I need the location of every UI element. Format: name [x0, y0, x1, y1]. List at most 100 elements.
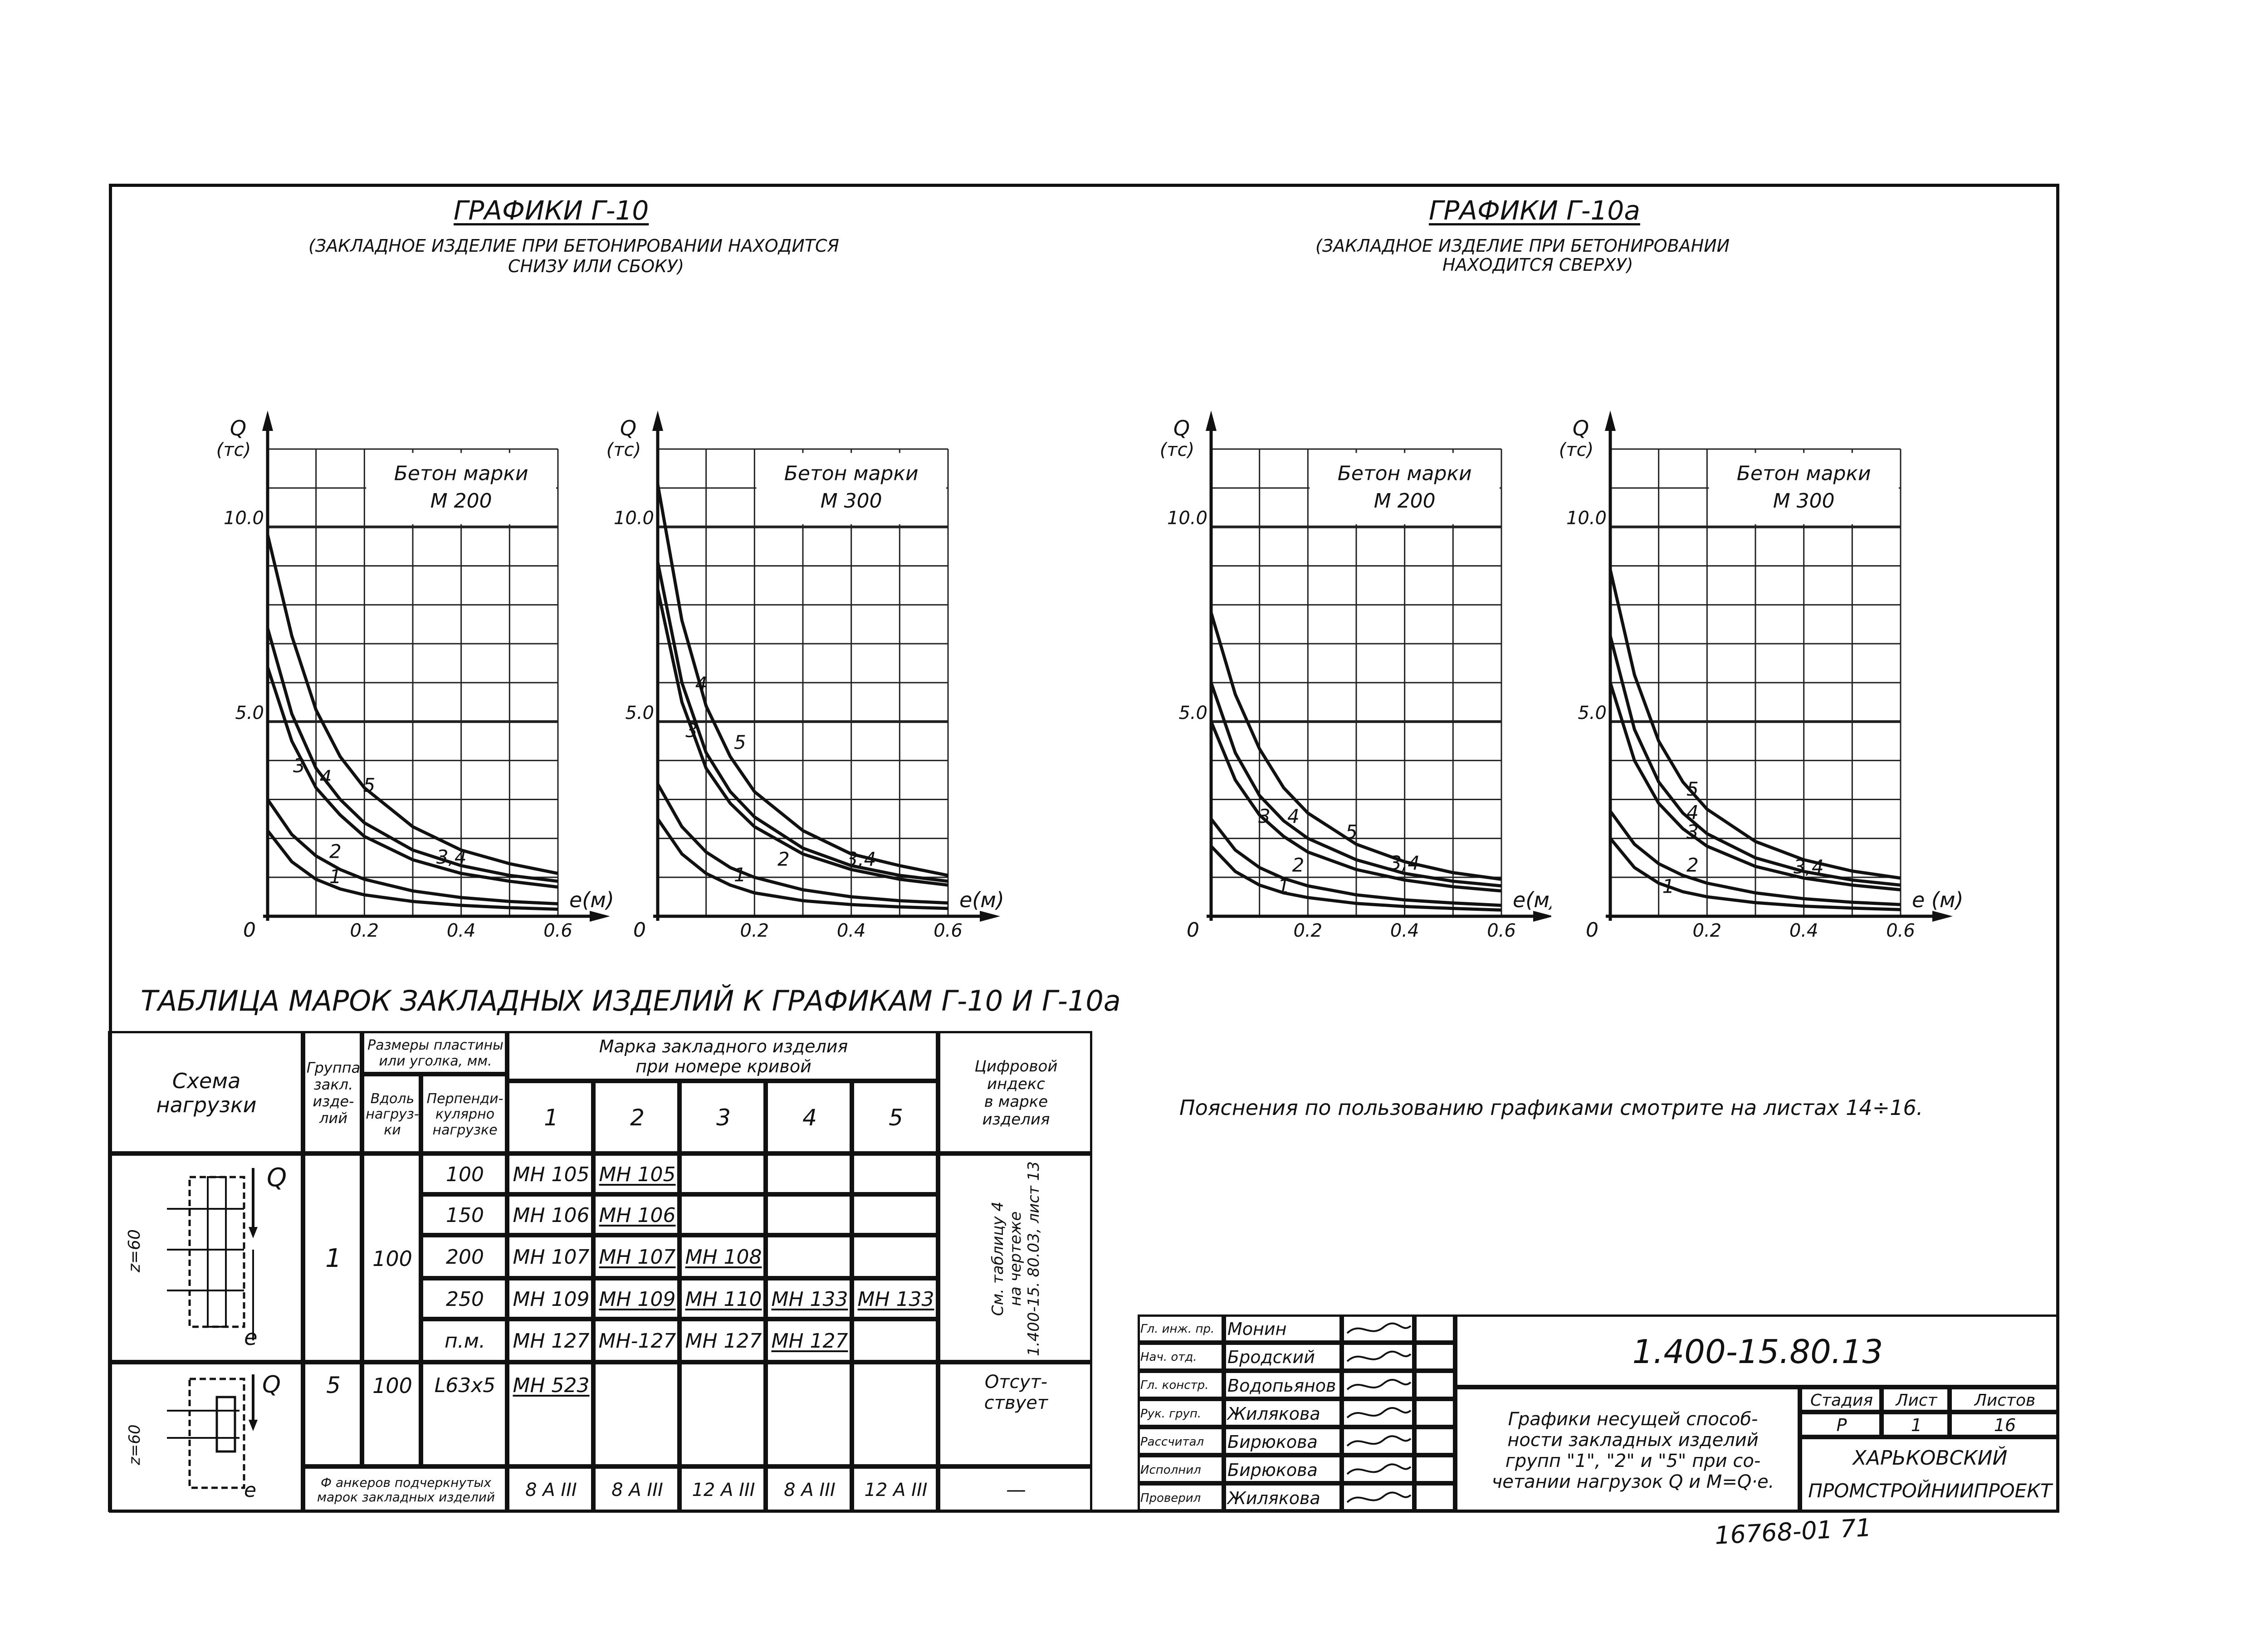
group1-mark-cell — [679, 1194, 766, 1235]
chart-x-tick-label: 0.2 — [1693, 920, 1722, 941]
chart-x-tick-label: 0.4 — [1390, 920, 1419, 941]
anchors-index-cell — [938, 1466, 1092, 1512]
group1-group: 1 — [325, 1243, 342, 1273]
sheet-label: Лист — [1896, 1391, 1937, 1410]
chart-g10-m200: Бетон марки М 200 Q(тс) e(м) 0 0.2 0.4 0.6 5.0 10… — [216, 410, 614, 942]
chart-series-5 — [1209, 612, 1502, 881]
title-signature-cell — [1341, 1342, 1414, 1371]
chart-curve-label: 3,4 — [1389, 852, 1420, 874]
archive-stamp: 16768-01 71 — [1714, 1513, 1872, 1550]
chart-curve-label: 2 — [777, 848, 790, 870]
chart-origin-label: 0 — [243, 919, 256, 942]
header-curve-number: 5 — [889, 1104, 903, 1131]
title-name: Бродский — [1227, 1347, 1315, 1368]
chart-curve-label: 5 — [1345, 821, 1358, 843]
title-role-cell — [1137, 1370, 1224, 1399]
group1-mark: МН 133 — [771, 1287, 848, 1311]
drawing-code: 1.400-15.80.13 — [1632, 1332, 1883, 1371]
header-scheme: Схема нагрузки — [156, 1069, 257, 1117]
org-name-line1: ХАРЬКОВСКИЙ — [1853, 1446, 2008, 1470]
group1-mark-cell — [593, 1319, 679, 1362]
chart-y-tick-label: 10.0 — [1167, 508, 1207, 529]
chart-curve-label: 3 — [1686, 821, 1699, 843]
anchors-label: Ф анкеров подчеркнутых марок закладных и… — [317, 1475, 495, 1505]
group1-index: См. таблицу 4 на чертеже 1.400-15. 80.03… — [989, 1161, 1043, 1356]
anchor-value-cell — [679, 1466, 766, 1512]
group1-mark-cell — [679, 1153, 766, 1194]
chart-g10-m300: Бетон марки М 300 Q(тс) e(м) 0 0.2 0.4 0.6 5.0 10… — [606, 410, 1004, 942]
anchor-value: 8 А III — [525, 1480, 577, 1500]
chart-series-2 — [266, 798, 558, 905]
table-title: ТАБЛИЦА МАРОК ЗАКЛАДНЫХ ИЗДЕЛИЙ К ГРАФИК… — [141, 984, 1121, 1017]
group1-mark-cell — [851, 1319, 938, 1362]
org-cell — [1799, 1437, 2058, 1512]
group5-scheme-cell — [108, 1362, 303, 1512]
title-name: Жилякова — [1227, 1488, 1320, 1509]
chart-series-1 — [656, 818, 948, 910]
title-name: Монин — [1227, 1319, 1287, 1339]
group1-perp: 100 — [446, 1163, 484, 1186]
group5-index: Отсут- ствует — [984, 1372, 1048, 1413]
header-curve-cell — [593, 1080, 679, 1153]
group1-mark-cell — [593, 1278, 679, 1319]
group5-mark-cell — [765, 1362, 852, 1466]
title-role: Проверил — [1140, 1491, 1201, 1505]
header-curve-number: 3 — [716, 1104, 731, 1131]
chart-curve-label: 1 — [734, 864, 746, 886]
anchor-value: 8 А III — [784, 1480, 836, 1500]
sheet-value: 1 — [1911, 1415, 1922, 1435]
title-signature-cell — [1341, 1483, 1414, 1512]
title-signature-cell — [1341, 1370, 1414, 1399]
group-subtitle-g10-line1: (ЗАКЛАДНОЕ ИЗДЕЛИЕ ПРИ БЕТОНИРОВАНИИ НАХ… — [308, 236, 839, 256]
chart-series-3 — [1608, 682, 1901, 892]
group1-perp-cell — [420, 1153, 507, 1194]
group5-mark-cell — [851, 1362, 938, 1466]
anchor-value-cell — [507, 1466, 593, 1512]
group1-along: 100 — [372, 1246, 412, 1271]
chart-curve-label: 5 — [1686, 778, 1699, 800]
group1-scheme-cell — [108, 1153, 303, 1362]
chart-x-axis-arrow — [1932, 911, 1953, 922]
group5-mark-cell — [507, 1362, 593, 1466]
chart-y-tick-label: 10.0 — [1566, 508, 1607, 529]
chart-origin-label: 0 — [633, 919, 646, 942]
chart-g10a-m200: Бетон марки М 200 Q(тс) e(м) 0 0.2 0.4 0.6 5.0 10… — [1160, 410, 1551, 942]
chart-y-tick-label: 5.0 — [235, 703, 264, 723]
org-name-line2: ПРОМСТРОЙНИИПРОЕКТ — [1808, 1480, 2052, 1502]
group1-perp-cell — [420, 1194, 507, 1235]
title-name-cell — [1223, 1314, 1342, 1343]
group1-mark-cell — [765, 1194, 852, 1235]
header-along-cell — [362, 1074, 421, 1153]
chart-legend-line1: Бетон марки — [784, 462, 919, 485]
group1-mark-cell — [765, 1319, 852, 1362]
chart-curve-label: 5 — [363, 774, 376, 796]
chart-y-tick-label: 5.0 — [625, 703, 654, 723]
chart-curve-label: 3,4 — [846, 848, 876, 870]
chart-legend-line1: Бетон марки — [1737, 462, 1871, 485]
title-date-cell — [1414, 1370, 1455, 1399]
chart-series-2 — [1210, 818, 1502, 907]
header-curve-cell — [507, 1080, 593, 1153]
chart-ylabel-unit: (тс) — [606, 440, 641, 460]
header-curve-number: 4 — [802, 1104, 817, 1131]
load-scheme-group1: Qe z=60 — [125, 1163, 287, 1350]
group1-mark: МН 106 — [513, 1203, 590, 1227]
title-name-cell — [1223, 1427, 1342, 1456]
group5-group: 5 — [326, 1372, 341, 1399]
chart-legend-box — [366, 453, 556, 524]
header-marks: Марка закладного изделия при номере крив… — [599, 1036, 848, 1076]
header-marks-cell — [507, 1031, 938, 1081]
anchors-label-cell — [303, 1466, 507, 1512]
group1-perp: 150 — [446, 1203, 484, 1227]
chart-series-5 — [266, 534, 558, 875]
chart-x-tick-label: 0.6 — [543, 920, 572, 941]
signatures — [1346, 1322, 1412, 1503]
chart-curve-label: 2 — [329, 840, 342, 862]
title-name: Жилякова — [1227, 1403, 1320, 1424]
title-name-cell — [1223, 1370, 1342, 1399]
chart-curve-label: 1 — [1278, 875, 1290, 898]
chart-y-axis-arrow — [652, 410, 663, 431]
chart-series-5 — [1608, 569, 1901, 880]
group1-mark-cell — [765, 1235, 852, 1278]
chart-series-1 — [1210, 845, 1502, 912]
